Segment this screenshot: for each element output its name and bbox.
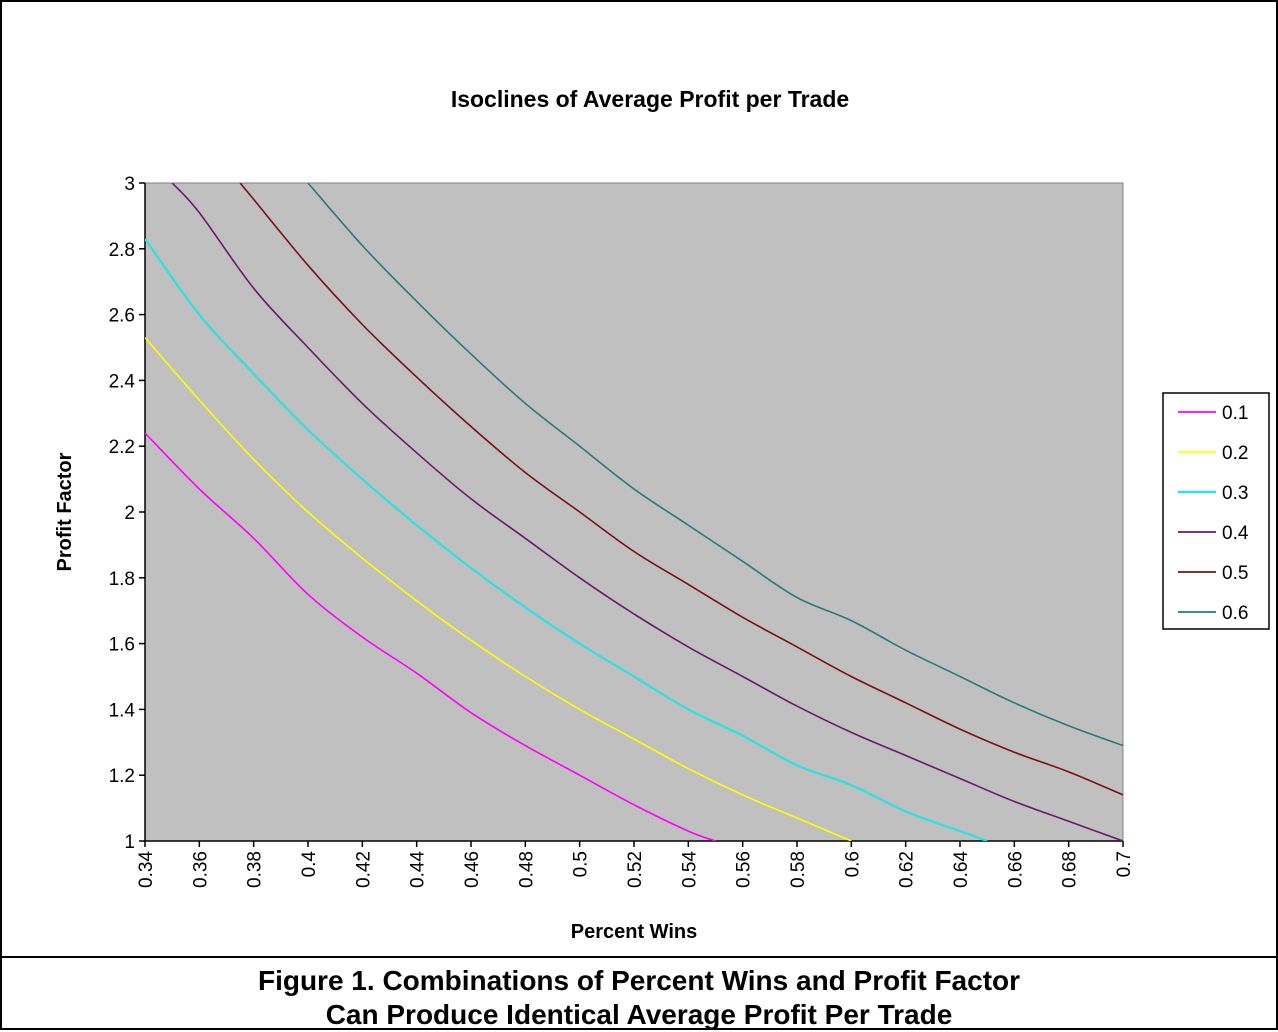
series-line-0.3 — [145, 238, 988, 841]
y-tick-label: 2.2 — [109, 437, 135, 458]
legend-label: 0.4 — [1222, 523, 1249, 544]
y-tick-label: 1.6 — [109, 635, 135, 656]
x-tick-label: 0.5 — [571, 851, 592, 877]
y-tick-label: 2.8 — [109, 240, 135, 261]
legend-box — [1162, 392, 1270, 630]
x-tick-label: 0.64 — [951, 851, 972, 888]
legend-label: 0.1 — [1222, 403, 1248, 424]
caption-line-2: Can Produce Identical Average Profit Per… — [325, 999, 953, 1030]
x-tick-label: 0.44 — [408, 851, 429, 888]
y-axis: 1 1.2 1.4 1.6 1.8 2 2.2 2.4 2.6 2.8 3 — [109, 174, 146, 853]
series-line-0.1 — [145, 432, 716, 841]
legend: 0.1 0.2 0.3 0.4 0.5 0.6 — [1162, 392, 1270, 630]
x-tick-label: 0.6 — [842, 851, 863, 877]
y-tick-label: 3 — [124, 174, 135, 195]
x-tick-label: 0.4 — [299, 851, 320, 878]
y-tick-label: 1.2 — [109, 766, 135, 787]
x-tick-label: 0.56 — [734, 851, 755, 888]
legend-label: 0.6 — [1222, 603, 1248, 624]
x-tick-label: 0.58 — [788, 851, 809, 888]
y-tick-label: 2 — [124, 503, 135, 524]
x-tick-label: 0.48 — [516, 851, 537, 888]
series-line-0.4 — [171, 183, 1123, 841]
x-tick-label: 0.38 — [245, 851, 266, 888]
series-line-0.6 — [307, 183, 1123, 747]
y-tick-label: 1.4 — [109, 700, 136, 721]
y-tick-label: 1 — [124, 832, 135, 853]
chart-title: Isoclines of Average Profit per Trade — [451, 86, 849, 112]
x-tick-label: 0.66 — [1005, 851, 1026, 888]
x-tick-label: 0.62 — [897, 851, 918, 888]
x-tick-label: 0.34 — [136, 851, 157, 888]
plot-area — [144, 182, 1124, 842]
y-tick-label: 1.8 — [109, 569, 135, 590]
x-tick-label: 0.36 — [190, 851, 211, 888]
y-axis-label: Profit Factor — [54, 452, 76, 571]
series-line-0.5 — [239, 183, 1123, 796]
series-line-0.2 — [145, 337, 852, 841]
y-tick-label: 2.6 — [109, 306, 135, 327]
x-axis: 0.34 0.36 0.38 0.4 0.42 0.44 0.46 0.48 0.5 0.52 0.… — [136, 840, 1135, 888]
legend-label: 0.5 — [1222, 563, 1248, 584]
y-tick-label: 2.4 — [109, 371, 136, 392]
series-layer — [145, 183, 1123, 841]
x-tick-label: 0.42 — [353, 851, 374, 888]
x-axis-label: Percent Wins — [571, 921, 698, 943]
x-tick-label: 0.46 — [462, 851, 483, 888]
x-tick-label: 0.52 — [625, 851, 646, 888]
caption-line-1: Figure 1. Combinations of Percent Wins a… — [257, 965, 1021, 996]
legend-label: 0.3 — [1222, 483, 1248, 504]
legend-label: 0.2 — [1222, 443, 1248, 464]
x-tick-label: 0.68 — [1060, 851, 1081, 888]
x-tick-label: 0.7 — [1114, 851, 1135, 877]
x-tick-label: 0.54 — [679, 851, 700, 888]
